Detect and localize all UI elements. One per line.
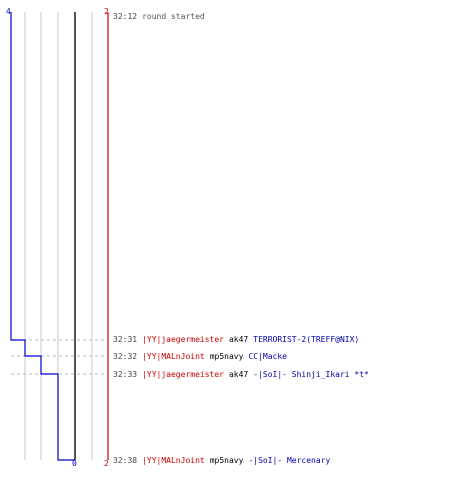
timestamp: 32:12 bbox=[113, 12, 138, 21]
kill-event-row: 32:31 |YY|jaegermeister ak47 TERRORIST-2(TR… bbox=[113, 335, 364, 345]
team-b-end-count: 2 bbox=[104, 459, 109, 468]
killer-name: |YY|jaegermeister bbox=[142, 335, 224, 344]
kill-event-row: 32:33 |YY|jaegermeister ak47 -|SoI|- Shinji… bbox=[113, 370, 374, 380]
killer-name: |YY|MALnJoint bbox=[142, 352, 205, 361]
grid-lines bbox=[24, 12, 93, 460]
weapon-name: ak47 bbox=[228, 335, 249, 344]
victim-name: -|SoI|- Mercenary bbox=[248, 456, 331, 465]
kill-event-row: 32:32 |YY|MALnJoint mp5navy CC|Macke bbox=[113, 352, 292, 362]
timestamp: 32:31 bbox=[113, 335, 138, 344]
kill-event-row: 32:38 |YY|MALnJoint mp5navy -|SoI|- Mercena… bbox=[113, 456, 335, 466]
team-a-start-count: 4 bbox=[6, 7, 11, 16]
victim-name: CC|Macke bbox=[248, 352, 287, 361]
weapon-name: mp5navy bbox=[209, 352, 244, 361]
timestamp: 32:38 bbox=[113, 456, 138, 465]
team-a-line bbox=[10, 12, 75, 461]
team-lines bbox=[10, 12, 109, 461]
team-b-start-count: 2 bbox=[104, 7, 109, 16]
weapon-name: mp5navy bbox=[209, 456, 244, 465]
killer-name: |YY|MALnJoint bbox=[142, 456, 205, 465]
victim-name: TERRORIST-2(TREFF@NIX) bbox=[253, 335, 360, 344]
round-start-line: 32:12 round started bbox=[113, 12, 210, 22]
victim-name: -|SoI|- Shinji_Ikari *t* bbox=[253, 370, 369, 379]
round-start-text: round started bbox=[142, 12, 205, 21]
timestamp: 32:32 bbox=[113, 352, 138, 361]
timestamp: 32:33 bbox=[113, 370, 138, 379]
weapon-name: ak47 bbox=[228, 370, 249, 379]
killer-name: |YY|jaegermeister bbox=[142, 370, 224, 379]
team-a-end-count: 0 bbox=[72, 459, 77, 468]
event-dash-lines bbox=[11, 339, 108, 375]
